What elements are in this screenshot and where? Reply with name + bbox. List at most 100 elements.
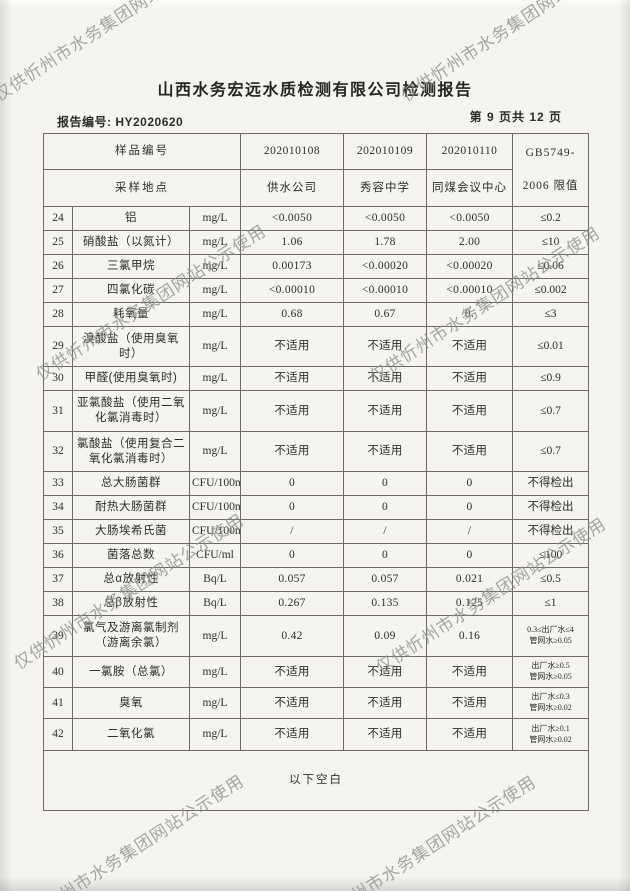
- limit-cell: 出厂水≤0.3 管网水≥0.02: [512, 687, 590, 720]
- sample3-value-cell: 不适用: [426, 366, 514, 392]
- row-number-cell: 42: [43, 718, 73, 751]
- page-edge-bottom: [0, 877, 630, 891]
- sample2-value-cell: 不适用: [343, 390, 428, 432]
- sample2-value-cell: 0: [343, 471, 428, 497]
- parameter-name-cell: 总α放射性: [72, 567, 190, 593]
- gb-standard-line1: GB5749-: [525, 147, 576, 159]
- row-number-cell: 41: [43, 687, 73, 720]
- sample1-value-cell: 0: [240, 543, 345, 569]
- blank-below-note: 以下空白: [42, 749, 590, 811]
- sample1-value-cell: 0.68: [240, 301, 345, 328]
- unit-cell: CFU/ml: [188, 543, 242, 569]
- unit-cell: mg/L: [188, 718, 242, 751]
- row-number-cell: 31: [43, 390, 73, 432]
- parameter-name-cell: 硝酸盐（以氮计）: [72, 229, 190, 255]
- sample3-value-cell: 0.16: [426, 615, 514, 657]
- sample1-value-cell: 不适用: [240, 430, 345, 473]
- sample2-value-cell: 不适用: [343, 430, 428, 473]
- sample1-value-cell: 0.057: [240, 567, 345, 593]
- sample3-value-cell: 不适用: [426, 326, 514, 368]
- sample3-value-cell: 不适用: [426, 718, 514, 751]
- location-1: 供水公司: [240, 169, 345, 207]
- parameter-name-cell: 三氯甲烷: [72, 253, 190, 279]
- unit-cell: mg/L: [188, 326, 242, 368]
- unit-cell: mg/L: [188, 277, 242, 304]
- unit-cell: mg/L: [188, 430, 242, 473]
- limit-cell: ≤10: [512, 229, 590, 255]
- parameter-row: 29 溴酸盐（使用臭氧时） mg/L 不适用 不适用 不适用 ≤0.01: [43, 326, 590, 368]
- sample1-value-cell: 不适用: [240, 326, 345, 368]
- sample2-value-cell: 0.09: [343, 615, 428, 657]
- row-number-cell: 33: [43, 471, 73, 497]
- sample2-value-cell: 1.78: [343, 229, 428, 255]
- sample1-value-cell: 0.42: [240, 615, 345, 657]
- parameter-name-cell: 总β放射性: [72, 591, 190, 617]
- limit-cell: 出厂水≥0.1 管网水≥0.02: [512, 718, 590, 751]
- row-number-cell: 38: [43, 591, 73, 617]
- page-edge-top: [0, 0, 630, 6]
- sample2-value-cell: /: [343, 519, 428, 545]
- parameter-row: 31 亚氯酸盐（使用二氧化氯消毒时） mg/L 不适用 不适用 不适用 ≤0.7: [43, 390, 590, 432]
- row-number-cell: 35: [43, 519, 73, 545]
- limit-cell: ≤0.5: [512, 567, 590, 593]
- limit-cell: ≤1: [512, 591, 590, 617]
- parameter-row: 42 二氧化氯 mg/L 不适用 不适用 不适用 出厂水≥0.1 管网水≥0.02: [43, 718, 590, 751]
- unit-cell: CFU/100ml: [188, 471, 242, 497]
- sample2-value-cell: 0: [343, 543, 428, 569]
- report-number: 报告编号: HY2020620: [57, 115, 184, 129]
- sample2-value-cell: <0.00020: [343, 253, 428, 279]
- row-number-cell: 30: [43, 366, 73, 392]
- table-header-row-location: 采样地点 供水公司 秀容中学 同煤会议中心: [42, 169, 589, 207]
- unit-cell: Bq/L: [188, 567, 242, 593]
- sample3-value-cell: 0.125: [426, 591, 514, 617]
- unit-cell: mg/L: [188, 615, 242, 657]
- limit-cell: ≤0.01: [512, 326, 590, 368]
- sample1-value-cell: <0.00010: [240, 277, 345, 304]
- sample3-value-cell: 0: [426, 543, 514, 569]
- limit-cell: ≤100: [512, 543, 590, 569]
- sample-id-2: 202010109: [343, 132, 428, 171]
- location-label: 采样地点: [42, 169, 242, 207]
- parameter-name-cell: 氯酸盐（使用复合二氧化氯消毒时）: [72, 430, 190, 473]
- parameter-name-cell: 臭氧: [72, 687, 190, 720]
- unit-cell: CFU/100ml: [188, 495, 242, 521]
- sample3-value-cell: 0: [426, 471, 514, 497]
- parameter-name-cell: 耗氧量: [72, 301, 190, 328]
- unit-cell: mg/L: [188, 366, 242, 392]
- limit-cell: ≤0.002: [512, 277, 590, 304]
- sample1-value-cell: 不适用: [240, 655, 345, 689]
- sample2-value-cell: 0.67: [343, 301, 428, 328]
- sample3-value-cell: 不适用: [426, 655, 514, 689]
- row-number-cell: 37: [43, 567, 73, 593]
- parameter-name-cell: 溴酸盐（使用臭氧时）: [72, 326, 190, 368]
- row-number-cell: 40: [43, 655, 73, 689]
- sample1-value-cell: 0: [240, 471, 345, 497]
- limit-cell: ≤0.2: [512, 205, 590, 231]
- document-title: 山西水务宏远水质检测有限公司检测报告: [157, 82, 473, 99]
- sample1-value-cell: 0.267: [240, 591, 345, 617]
- sample3-value-cell: 2.00: [426, 229, 514, 255]
- sample3-value-cell: 0.021: [426, 567, 514, 593]
- gb-standard-line2: 2006 限值: [522, 179, 579, 192]
- limit-cell: 不得检出: [512, 519, 590, 545]
- parameter-row: 38 总β放射性 Bq/L 0.267 0.135 0.125 ≤1: [43, 591, 590, 617]
- unit-cell: mg/L: [188, 253, 242, 279]
- sample1-value-cell: 0: [240, 495, 345, 521]
- limit-cell: ≤0.9: [512, 366, 590, 392]
- limit-cell: ≤3: [512, 301, 590, 328]
- row-number-cell: 39: [43, 615, 73, 657]
- water-quality-table: 样品编号 202010108 202010109 202010110 GB574…: [42, 132, 590, 811]
- parameter-name-cell: 二氧化氯: [72, 718, 190, 751]
- parameter-row: 26 三氯甲烷 mg/L 0.00173 <0.00020 <0.00020 ≤0.06: [43, 253, 590, 279]
- parameter-row: 28 耗氧量 mg/L 0.68 0.67 0. ≤3: [43, 301, 590, 328]
- parameter-row: 40 一氯胺（总氯） mg/L 不适用 不适用 不适用 出厂水≥0.5 管网水≥0.05: [43, 655, 590, 689]
- parameter-row: 24 铝 mg/L <0.0050 <0.0050 <0.0050 ≤0.2: [43, 205, 590, 231]
- blank-footer-row: 以下空白: [42, 749, 590, 811]
- sample3-value-cell: /: [426, 519, 514, 545]
- sample3-value-cell: 0: [426, 495, 514, 521]
- unit-cell: CFU/100ml: [188, 519, 242, 545]
- sample3-value-cell: 不适用: [426, 687, 514, 720]
- sample-id-label: 样品编号: [42, 132, 242, 171]
